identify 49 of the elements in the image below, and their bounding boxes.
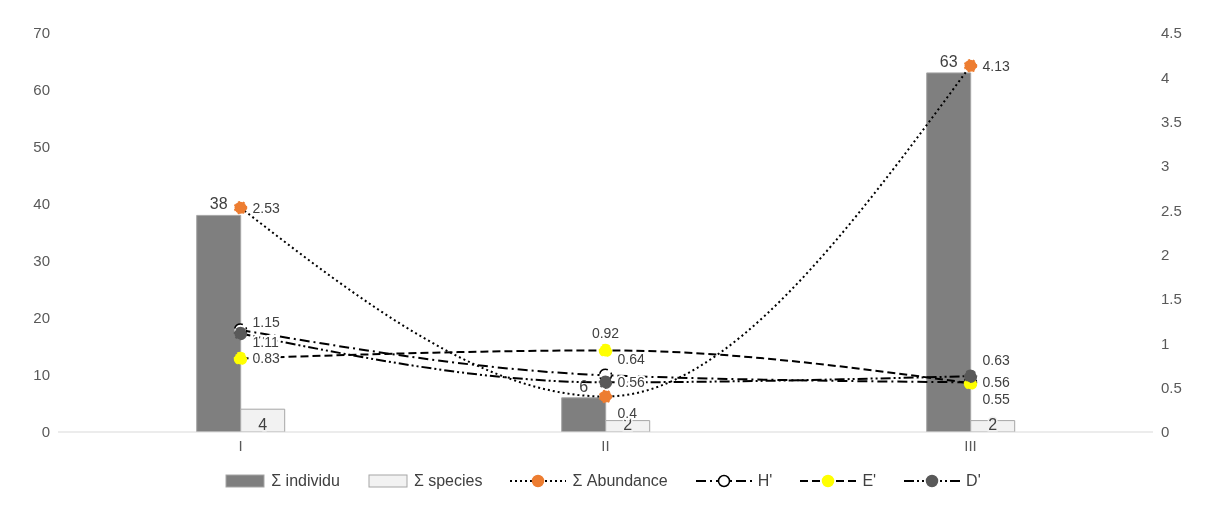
y2-tick-label: 3.5 <box>1161 112 1182 130</box>
legend-label: Σ species <box>413 472 483 490</box>
legend-label: Σ individu <box>271 472 340 490</box>
y2-tick-label: 3 <box>1161 157 1170 175</box>
y-tick-label: 10 <box>33 366 50 384</box>
point <box>233 326 248 341</box>
point <box>598 389 613 404</box>
point <box>963 59 978 73</box>
y2-tick-label: 0 <box>1161 423 1170 441</box>
y2-tick-label: 2 <box>1161 245 1170 263</box>
data-label: 0.63 <box>982 352 1010 369</box>
data-label: 0.55 <box>982 391 1010 408</box>
y-tick-label: 20 <box>33 309 50 327</box>
y-tick-label: 30 <box>33 252 50 270</box>
data-label: 2.53 <box>252 199 280 216</box>
y2-tick-label: 0.5 <box>1161 378 1182 396</box>
legend-label: D' <box>966 472 981 490</box>
data-label: 6 <box>579 377 589 395</box>
y2-tick-label: 1.5 <box>1161 290 1182 308</box>
data-label: 4.13 <box>982 57 1010 74</box>
y-tick-label: 60 <box>33 81 50 99</box>
y2-tick-label: 1 <box>1161 334 1170 352</box>
y-tick-label: 0 <box>41 423 50 441</box>
legend-label: Σ Abundance <box>572 472 668 490</box>
x-tick-label: III <box>964 436 977 454</box>
y2-tick-label: 2.5 <box>1161 201 1182 219</box>
legend-label: E' <box>862 472 877 490</box>
x-tick-label: I <box>238 436 243 454</box>
data-label: 63 <box>939 52 958 70</box>
point <box>598 375 613 390</box>
data-label: 4 <box>258 416 268 433</box>
data-label: 38 <box>209 195 228 213</box>
point <box>963 369 978 383</box>
legend-label: H' <box>757 472 773 490</box>
point <box>233 200 248 215</box>
data-label: 1.11 <box>252 333 279 350</box>
y2-tick-label: 4.5 <box>1161 24 1182 42</box>
data-label: 1.15 <box>252 314 280 331</box>
data-label: 2 <box>988 416 998 433</box>
y-tick-label: 40 <box>33 195 50 213</box>
data-label: 0.92 <box>591 325 620 342</box>
y-tick-label: 50 <box>33 138 50 156</box>
point <box>598 343 613 358</box>
data-label: 0.56 <box>982 374 1010 391</box>
point <box>233 351 248 366</box>
y-tick-label: 70 <box>33 24 50 42</box>
x-tick-label: II <box>601 436 610 454</box>
data-label: 0.64 <box>617 351 645 368</box>
y2-tick-label: 4 <box>1161 68 1170 86</box>
